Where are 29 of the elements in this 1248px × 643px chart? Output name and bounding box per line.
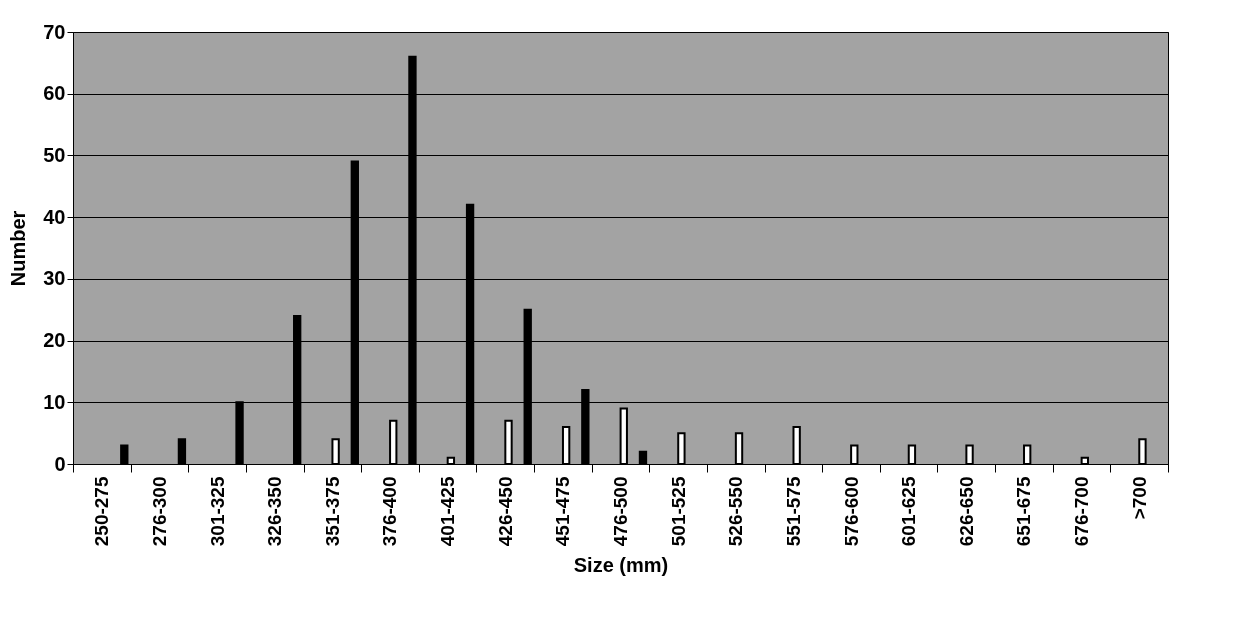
x-tick-label: >700 bbox=[1128, 476, 1150, 520]
x-tick-label: 476-500 bbox=[610, 476, 631, 547]
y-tick-label: 10 bbox=[43, 390, 66, 413]
x-tick-label: 250-275 bbox=[91, 476, 113, 547]
x-tick-label: 626-650 bbox=[955, 476, 977, 547]
x-tick-label: 376-400 bbox=[379, 476, 401, 547]
x-tick-label: 401-425 bbox=[437, 476, 459, 547]
x-tick-label: 301-325 bbox=[206, 476, 228, 547]
y-tick-label: 50 bbox=[43, 143, 66, 166]
x-tick-label: 551-575 bbox=[782, 476, 804, 547]
y-tick-label: 20 bbox=[43, 329, 66, 352]
y-tick-label: 60 bbox=[43, 82, 66, 105]
y-tick-label: 30 bbox=[43, 267, 66, 290]
y-tick-label: 70 bbox=[43, 20, 66, 43]
y-tick-label: 40 bbox=[43, 205, 66, 228]
x-tick-label: 351-375 bbox=[321, 476, 343, 547]
x-tick-label: 601-625 bbox=[898, 476, 920, 547]
x-tick-label: 576-600 bbox=[840, 476, 862, 547]
x-tick-label: 326-350 bbox=[264, 476, 286, 547]
y-axis-title: Number bbox=[7, 210, 30, 287]
x-tick-label: 451-475 bbox=[552, 476, 574, 547]
x-tick-label: 526-550 bbox=[725, 476, 747, 547]
x-tick-label: 276-300 bbox=[148, 476, 170, 547]
y-tick-label: 0 bbox=[54, 452, 66, 475]
x-tick-label: 501-525 bbox=[667, 476, 689, 547]
x-tick-label: 651-675 bbox=[1013, 476, 1035, 547]
x-axis-title: Size (mm) bbox=[573, 554, 669, 577]
x-tick-label: 676-700 bbox=[1071, 476, 1093, 547]
x-tick-label: 426-450 bbox=[494, 476, 516, 547]
